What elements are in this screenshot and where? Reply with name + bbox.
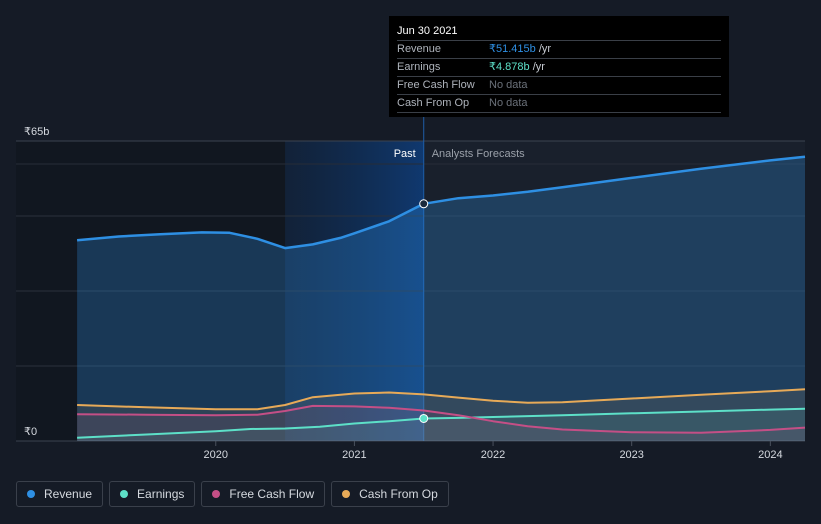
legend-label: Revenue: [44, 487, 93, 501]
forecast-label: Analysts Forecasts: [432, 148, 525, 160]
series-line-revenue: [76, 155, 806, 250]
legend-label: Cash From Op: [359, 487, 438, 501]
tooltip-unit: /yr: [535, 43, 552, 55]
tooltip-row-free-cash-flow: Free Cash Flow No data: [397, 77, 721, 95]
series-line-cash-from-op: [77, 388, 806, 411]
series-line-earnings: [77, 407, 806, 439]
tooltip-unit: /yr: [529, 61, 545, 73]
financial-chart: ₹65b ₹0 2020 2021 2022 2023 2024 Past Analysts F…: [16, 16, 806, 461]
x-tick-label: 2020: [204, 449, 228, 461]
tooltip-date: Jun 30 2021: [397, 23, 721, 41]
legend-label: Free Cash Flow: [229, 487, 315, 501]
chart-legend: Revenue Earnings Free Cash Flow Cash Fro…: [16, 481, 449, 509]
legend-item-revenue[interactable]: Revenue: [16, 481, 104, 507]
series-line-free-cash-flow: [77, 404, 806, 434]
tooltip-value: No data: [489, 79, 528, 91]
tooltip-value: ₹4.878b: [489, 61, 530, 73]
series-area-earnings: [77, 408, 806, 441]
legend-dot-icon: [27, 490, 35, 498]
tooltip-row-earnings: Earnings ₹4.878b /yr: [397, 59, 721, 77]
tooltip-value: ₹51.415b: [489, 43, 536, 55]
past-label: Past: [394, 148, 416, 160]
x-tick-label: 2022: [481, 449, 505, 461]
legend-dot-icon: [120, 490, 129, 498]
tooltip-label: Earnings: [397, 61, 441, 73]
series-area-revenue: [77, 156, 806, 441]
revenue-marker: [419, 199, 429, 209]
x-tick-label: 2021: [342, 449, 366, 461]
x-tick-label: 2024: [758, 449, 782, 461]
y-tick-label: ₹0: [24, 426, 37, 438]
legend-dot-icon: [212, 490, 221, 498]
legend-item-free-cash-flow[interactable]: Free Cash Flow: [201, 481, 326, 507]
tooltip-label: Revenue: [397, 43, 442, 55]
tooltip-label: Free Cash Flow: [397, 79, 475, 91]
tooltip-label: Cash From Op: [397, 97, 470, 109]
legend-dot-icon: [342, 490, 351, 498]
tooltip-row-revenue: Revenue ₹51.415b /yr: [397, 41, 721, 59]
tooltip-row-cash-from-op: Cash From Op No data: [397, 95, 721, 113]
legend-item-earnings[interactable]: Earnings: [109, 481, 196, 507]
tooltip-value: No data: [489, 97, 528, 109]
legend-label: Earnings: [137, 487, 185, 501]
legend-item-cash-from-op[interactable]: Cash From Op: [331, 481, 449, 507]
y-tick-label: ₹65b: [24, 126, 49, 138]
x-tick-label: 2023: [619, 449, 643, 461]
hover-tooltip: Jun 30 2021 Revenue ₹51.415b /yr Earning…: [389, 16, 729, 117]
earnings-marker: [419, 413, 429, 423]
